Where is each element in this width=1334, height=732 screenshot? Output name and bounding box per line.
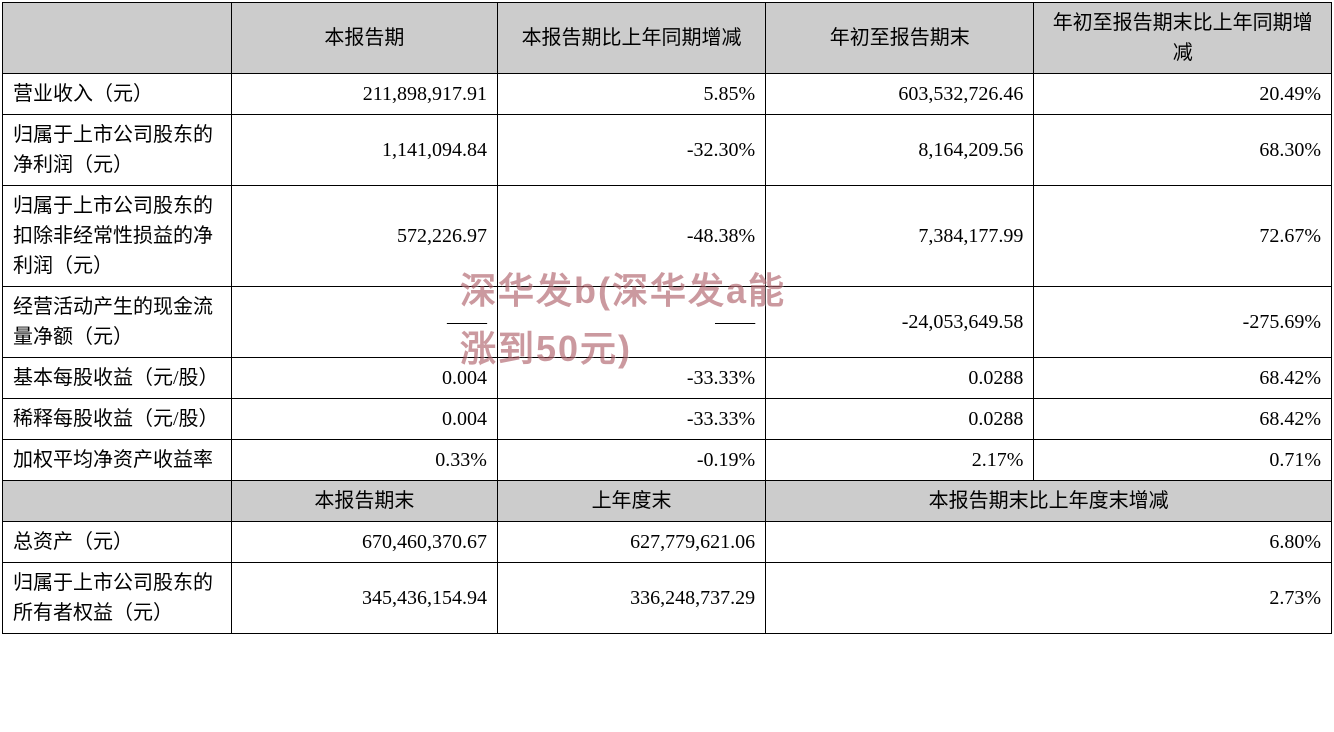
cell-value: -33.33%: [497, 358, 765, 399]
cell-value: -32.30%: [497, 115, 765, 186]
row-label: 加权平均净资产收益率: [3, 440, 232, 481]
row-label: 经营活动产生的现金流量净额（元）: [3, 287, 232, 358]
cell-value: 6.80%: [766, 522, 1332, 563]
cell-value: 20.49%: [1034, 74, 1332, 115]
cell-value: 2.73%: [766, 563, 1332, 634]
table-row: 总资产（元） 670,460,370.67 627,779,621.06 6.8…: [3, 522, 1332, 563]
cell-value: 68.42%: [1034, 399, 1332, 440]
header-end-change: 本报告期末比上年度末增减: [766, 481, 1332, 522]
table-row: 归属于上市公司股东的净利润（元） 1,141,094.84 -32.30% 8,…: [3, 115, 1332, 186]
cell-value: 72.67%: [1034, 186, 1332, 287]
row-label: 总资产（元）: [3, 522, 232, 563]
cell-value: 627,779,621.06: [497, 522, 765, 563]
table-row: 稀释每股收益（元/股） 0.004 -33.33% 0.0288 68.42%: [3, 399, 1332, 440]
header-ytd: 年初至报告期末: [766, 3, 1034, 74]
cell-value: 0.004: [231, 358, 497, 399]
cell-value: 0.0288: [766, 399, 1034, 440]
cell-value: 211,898,917.91: [231, 74, 497, 115]
cell-value: 1,141,094.84: [231, 115, 497, 186]
cell-value: 345,436,154.94: [231, 563, 497, 634]
header-blank: [3, 3, 232, 74]
cell-value: 8,164,209.56: [766, 115, 1034, 186]
table-row: 加权平均净资产收益率 0.33% -0.19% 2.17% 0.71%: [3, 440, 1332, 481]
cell-value: 68.42%: [1034, 358, 1332, 399]
row-label: 归属于上市公司股东的扣除非经常性损益的净利润（元）: [3, 186, 232, 287]
cell-value: ——: [497, 287, 765, 358]
row-label: 基本每股收益（元/股）: [3, 358, 232, 399]
row-label: 营业收入（元）: [3, 74, 232, 115]
header-period-end: 本报告期末: [231, 481, 497, 522]
cell-value: 0.33%: [231, 440, 497, 481]
header-blank-2: [3, 481, 232, 522]
row-label: 归属于上市公司股东的所有者权益（元）: [3, 563, 232, 634]
cell-value: 336,248,737.29: [497, 563, 765, 634]
table-row: 归属于上市公司股东的所有者权益（元） 345,436,154.94 336,24…: [3, 563, 1332, 634]
cell-value: ——: [231, 287, 497, 358]
cell-value: 0.71%: [1034, 440, 1332, 481]
cell-value: 670,460,370.67: [231, 522, 497, 563]
table-row: 归属于上市公司股东的扣除非经常性损益的净利润（元） 572,226.97 -48…: [3, 186, 1332, 287]
header-prev-year-end: 上年度末: [497, 481, 765, 522]
cell-value: -275.69%: [1034, 287, 1332, 358]
cell-value: 68.30%: [1034, 115, 1332, 186]
header-period-change: 本报告期比上年同期增减: [497, 3, 765, 74]
cell-value: -24,053,649.58: [766, 287, 1034, 358]
table-header-row-2: 本报告期末 上年度末 本报告期末比上年度末增减: [3, 481, 1332, 522]
table-header-row: 本报告期 本报告期比上年同期增减 年初至报告期末 年初至报告期末比上年同期增减: [3, 3, 1332, 74]
cell-value: 5.85%: [497, 74, 765, 115]
header-period: 本报告期: [231, 3, 497, 74]
table-row: 营业收入（元） 211,898,917.91 5.85% 603,532,726…: [3, 74, 1332, 115]
cell-value: 0.004: [231, 399, 497, 440]
cell-value: 572,226.97: [231, 186, 497, 287]
cell-value: 603,532,726.46: [766, 74, 1034, 115]
cell-value: -0.19%: [497, 440, 765, 481]
cell-value: -33.33%: [497, 399, 765, 440]
row-label: 归属于上市公司股东的净利润（元）: [3, 115, 232, 186]
cell-value: -48.38%: [497, 186, 765, 287]
table-row: 基本每股收益（元/股） 0.004 -33.33% 0.0288 68.42%: [3, 358, 1332, 399]
cell-value: 0.0288: [766, 358, 1034, 399]
cell-value: 7,384,177.99: [766, 186, 1034, 287]
table-row: 经营活动产生的现金流量净额（元） —— —— -24,053,649.58 -2…: [3, 287, 1332, 358]
cell-value: 2.17%: [766, 440, 1034, 481]
financial-table: 本报告期 本报告期比上年同期增减 年初至报告期末 年初至报告期末比上年同期增减 …: [2, 2, 1332, 634]
row-label: 稀释每股收益（元/股）: [3, 399, 232, 440]
header-ytd-change: 年初至报告期末比上年同期增减: [1034, 3, 1332, 74]
